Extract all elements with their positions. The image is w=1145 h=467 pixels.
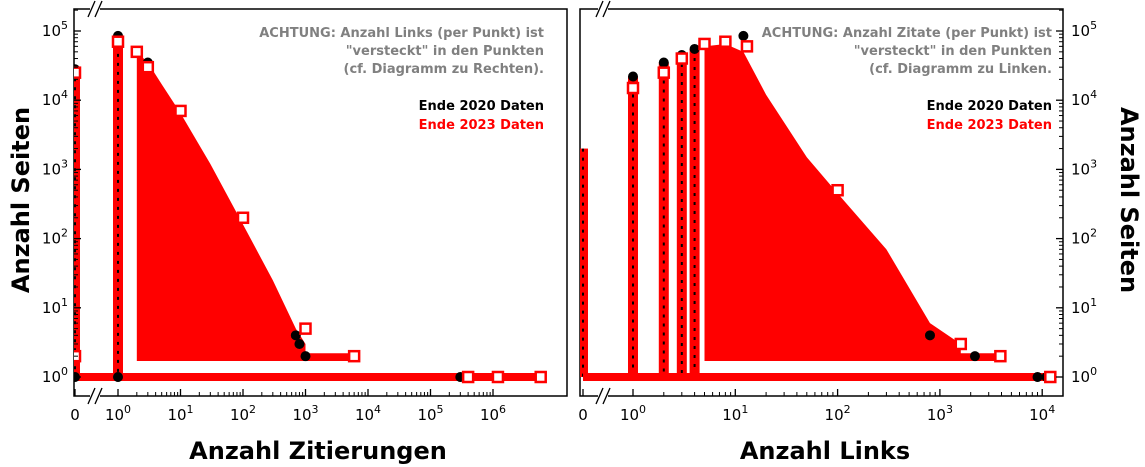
right-ytick-label-1: 101 — [1071, 296, 1097, 317]
right-column-x-2 — [658, 62, 669, 378]
left-break-slash-b-0 — [94, 0, 103, 18]
right-y-axis-label: Anzahl Seiten — [1115, 107, 1143, 293]
left-point-2020-3 — [113, 372, 123, 382]
left-point-2023-5 — [174, 104, 187, 118]
right-x-axis-label: Anzahl Links — [740, 437, 910, 465]
left-point-2023-11 — [534, 370, 547, 384]
left-point-2023-6 — [236, 211, 250, 225]
right-band-y1 — [583, 373, 1051, 381]
right-xtick-label-4: 103 — [927, 403, 953, 424]
right-break-slash-b-0 — [602, 0, 611, 18]
right-point-2020-7 — [1032, 372, 1043, 382]
right-column-x-0 — [580, 148, 588, 377]
right-density-area — [704, 43, 1001, 362]
right-break-slash-b-1 — [602, 387, 611, 405]
left-ytick-label-2: 102 — [42, 227, 68, 248]
right-break-slash-a-1 — [595, 387, 604, 405]
left-xtick-label-4: 103 — [292, 403, 318, 424]
right-break-gap-0 — [598, 6, 608, 12]
right-point-2023-5 — [740, 40, 754, 53]
left-break-slash-a-1 — [87, 387, 96, 405]
right-point-2020-1 — [658, 57, 669, 68]
right-point-2023-3 — [698, 37, 711, 51]
right-ytick-label-4: 104 — [1071, 88, 1097, 109]
right-point-2020-3 — [689, 43, 700, 54]
left-break-gap-0 — [90, 6, 100, 12]
right-point-2023-4 — [719, 35, 732, 48]
left-note-line-2: "versteckt" in den Punkten — [346, 44, 544, 59]
right-ytick-label-3: 103 — [1071, 157, 1097, 178]
right-point-2023-2 — [675, 52, 689, 65]
left-note-line-1: ACHTUNG: Anzahl Links (per Punkt) ist — [259, 26, 544, 41]
right-xtick-label-5: 104 — [1029, 403, 1055, 424]
right-xtick-label-2: 101 — [722, 403, 748, 424]
right-point-2023-6 — [831, 183, 844, 197]
left-ytick-label-0: 100 — [42, 365, 68, 386]
left-xtick-label-5: 104 — [355, 403, 381, 424]
left-break-gap-1 — [90, 393, 100, 399]
left-xtick-label-3: 102 — [230, 403, 256, 424]
right-note-line-3: (cf. Diagramm zu Linken. — [869, 62, 1052, 77]
right-point-2023-8 — [994, 349, 1007, 363]
right-xtick-label-1: 100 — [620, 403, 646, 424]
left-density-area — [136, 51, 355, 362]
left-column-x-0 — [74, 69, 80, 378]
left-ytick-label-3: 103 — [42, 157, 68, 178]
left-point-2020-7 — [300, 351, 311, 362]
left-point-2023-4 — [141, 60, 155, 74]
right-note-line-2: "versteckt" in den Punkten — [854, 44, 1052, 59]
left-point-2023-3 — [130, 45, 144, 59]
right-legend-2023: Ende 2023 Daten — [927, 118, 1052, 133]
left-point-2020-5 — [290, 330, 301, 341]
left-ytick-label-5: 105 — [42, 19, 68, 40]
right-column-x-1 — [628, 76, 638, 378]
right-note-line-1: ACHTUNG: Anzahl Zitate (per Punkt) ist — [762, 26, 1052, 41]
left-column-x-1 — [113, 35, 123, 377]
left-legend-2020: Ende 2020 Daten — [419, 99, 544, 114]
left-x-axis-label: Anzahl Zitierungen — [189, 437, 447, 465]
left-xtick-label-0: 0 — [70, 406, 80, 424]
left-y-axis-label: Anzahl Seiten — [7, 107, 35, 293]
left-legend-2023: Ende 2023 Daten — [419, 118, 544, 133]
left-data-group — [74, 30, 547, 384]
left-xtick-label-7: 106 — [480, 403, 506, 424]
right-ytick-label-2: 102 — [1071, 227, 1097, 248]
right-point-2020-4 — [738, 30, 749, 41]
left-point-2023-2 — [111, 35, 125, 48]
left-note: ACHTUNG: Anzahl Links (per Punkt) ist "v… — [259, 26, 544, 77]
right-point-2023-9 — [1044, 370, 1057, 384]
right-ytick-label-0: 100 — [1071, 365, 1097, 386]
left-point-2023-8 — [347, 349, 361, 363]
left-point-2023-9 — [461, 370, 475, 384]
left-note-line-3: (cf. Diagramm zu Rechten). — [344, 62, 544, 77]
right-xtick-label-3: 102 — [825, 403, 851, 424]
left-point-2023-0 — [74, 66, 82, 79]
right-legend-2020: Ende 2020 Daten — [927, 99, 1052, 114]
right-point-2023-0 — [626, 81, 640, 95]
left-point-2023-7 — [299, 322, 312, 335]
left-point-2023-10 — [491, 370, 505, 384]
left-break-slash-a-0 — [87, 0, 96, 18]
left-ytick-label-4: 104 — [42, 88, 68, 109]
left-break-slash-b-1 — [94, 387, 103, 405]
chart-marks — [74, 30, 1057, 384]
left-point-2020-6 — [294, 338, 305, 349]
right-point-2020-5 — [924, 330, 935, 341]
right-point-2023-7 — [954, 337, 968, 351]
right-break-gap-1 — [598, 393, 608, 399]
left-xtick-label-6: 105 — [417, 403, 443, 424]
right-ytick-label-5: 105 — [1071, 19, 1097, 40]
right-point-2020-6 — [969, 351, 980, 362]
right-break-slash-a-0 — [595, 0, 604, 18]
left-xtick-label-1: 100 — [105, 403, 131, 424]
right-point-2023-1 — [657, 66, 671, 79]
right-xtick-label-0: 0 — [578, 406, 588, 424]
left-ytick-label-1: 101 — [42, 296, 68, 317]
right-column-x-3 — [676, 54, 687, 378]
left-band-y1 — [75, 373, 542, 381]
right-point-2020-0 — [628, 71, 638, 82]
left-xtick-label-2: 101 — [167, 403, 193, 424]
right-data-group — [580, 30, 1057, 384]
